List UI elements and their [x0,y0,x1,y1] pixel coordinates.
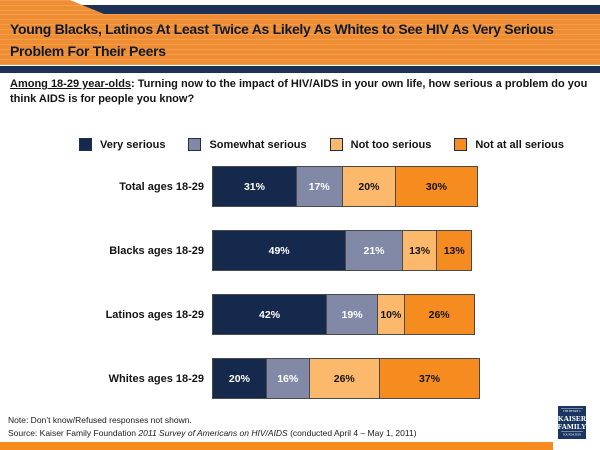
bar-segment: 37% [378,358,481,399]
bar-segment: 17% [295,166,343,207]
source-line: Source: Kaiser Family Foundation 2011 Su… [8,427,417,439]
legend-swatch [79,138,92,151]
bar-row: Blacks ages 18-29 49% 21% 13% 13% [0,230,600,271]
bottom-orange-strip [0,442,553,450]
logo-line-3: FAMILY [558,422,586,431]
bar-segment: 20% [212,358,267,399]
bar-row: Whites ages 18-29 20% 16% 26% 37% [0,358,600,399]
legend-swatch [329,138,343,151]
legend-item: Not too serious [329,138,432,151]
row-label: Latinos ages 18-29 [105,308,204,321]
bar-row: Total ages 18-29 31% 17% 20% 30% [0,166,600,207]
logo-line-4: FOUNDATION [563,433,581,436]
kaiser-family-foundation-logo: THE HENRY J. KAISER FAMILY FOUNDATION [558,406,586,439]
logo-line-1: THE HENRY J. [563,410,581,413]
legend-item: Very serious [79,138,165,151]
bar-segment: 19% [326,294,379,335]
stacked-bar: 42% 19% 10% 26% [212,294,486,335]
bar-chart: Total ages 18-29 31% 17% 20% 30% Blacks ages … [0,166,600,422]
legend-label: Very serious [100,138,166,151]
top-orange-tab [0,0,104,14]
legend-label: Not too serious [350,138,432,151]
slide-title: Young Blacks, Latinos At Least Twice As … [10,21,554,59]
question-rest: : Turning now to the impact of HIV/AIDS … [10,78,588,105]
legend-label: Somewhat serious [209,138,307,151]
legend-item: Not at all serious [454,138,564,151]
bar-segment: 21% [345,230,403,271]
top-navy-strip [0,5,600,14]
bar-segment: 20% [341,166,397,207]
bar-segment: 16% [265,358,310,399]
bar-segment: 31% [212,166,297,207]
source-survey-title: 2011 Survey of Americans on HIV/AIDS [138,428,288,438]
chart-legend: Very serious Somewhat serious Not too seri… [79,138,564,151]
bar-segment: 42% [212,294,328,335]
stacked-bar: 31% 17% 20% 30% [212,166,486,207]
legend-item: Somewhat serious [188,138,307,151]
bar-segment: 49% [212,230,347,271]
legend-label: Not at all serious [475,138,564,151]
bar-segment: 13% [436,230,472,271]
footnote: Note: Don’t know/Refused responses not s… [8,415,192,425]
source-suffix: (conducted April 4 – May 1, 2011) [287,428,417,438]
row-label: Whites ages 18-29 [108,372,204,385]
bar-segment: 30% [395,166,478,207]
bar-segment: 10% [377,294,405,335]
legend-swatch [454,138,468,151]
bar-segment: 26% [403,294,475,335]
stacked-bar: 20% 16% 26% 37% [212,358,486,399]
logo-background [558,406,586,439]
row-label: Blacks ages 18-29 [109,244,204,257]
legend-swatch [188,138,202,151]
source-prefix: Source: Kaiser Family Foundation [8,428,139,438]
survey-question: Among 18-29 year-olds: Turning now to th… [10,77,592,107]
bar-row: Latinos ages 18-29 42% 19% 10% 26% [0,294,600,335]
logo-line-2: KAISER [558,414,586,423]
row-label: Total ages 18-29 [119,180,204,193]
question-lead: Among 18-29 year-olds [10,78,132,90]
bar-segment: 13% [401,230,438,271]
stacked-bar: 49% 21% 13% 13% [212,230,486,271]
title-underline-bar [0,66,600,73]
title-bar: Young Blacks, Latinos At Least Twice As … [0,14,600,65]
bar-segment: 26% [308,358,380,399]
